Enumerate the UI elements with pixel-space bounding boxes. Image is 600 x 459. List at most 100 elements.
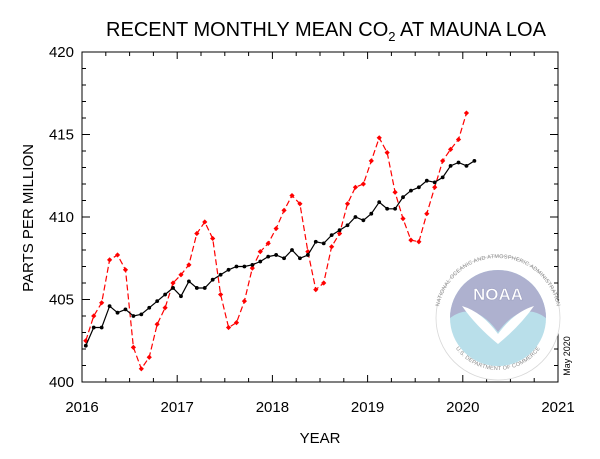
data-point	[424, 178, 429, 183]
data-point	[202, 219, 208, 225]
data-point	[265, 240, 271, 246]
y-tick-label: 400	[49, 374, 74, 391]
data-point	[187, 279, 191, 284]
data-point	[392, 189, 398, 195]
x-axis-label: YEAR	[300, 430, 341, 447]
data-point	[106, 257, 113, 263]
data-point	[416, 239, 422, 245]
data-point	[202, 286, 207, 290]
data-point	[298, 256, 302, 261]
data-point	[377, 200, 382, 205]
data-point	[297, 201, 303, 207]
data-point	[456, 160, 461, 165]
data-point	[99, 300, 105, 306]
y-tick-label: 420	[49, 44, 74, 61]
data-point	[274, 253, 279, 257]
noaa-logo-bird-icon	[462, 306, 534, 344]
noaa-logo-wordmark: NOAA	[473, 285, 523, 304]
data-point	[147, 305, 152, 310]
data-point	[400, 216, 406, 222]
data-point	[234, 264, 239, 269]
x-tick-label: 2018	[256, 399, 289, 416]
data-point	[218, 291, 224, 298]
data-point	[178, 272, 184, 278]
data-point	[361, 218, 366, 223]
data-point	[258, 259, 263, 264]
chart-title-main: RECENT MONTHLY MEAN CO	[106, 19, 388, 41]
data-point	[130, 344, 136, 350]
data-point	[194, 286, 199, 290]
data-point	[115, 310, 120, 315]
data-point	[225, 324, 232, 331]
data-point	[401, 195, 405, 200]
data-point	[337, 228, 342, 233]
data-point	[321, 280, 327, 286]
data-point	[154, 321, 160, 327]
data-point	[345, 223, 350, 228]
data-point	[242, 264, 247, 269]
data-point	[409, 188, 413, 193]
data-point	[171, 286, 175, 290]
chart-title-tail: AT MAUNA LOA	[396, 19, 547, 41]
y-tick-label: 415	[49, 127, 74, 144]
data-point	[218, 272, 223, 277]
data-point	[432, 184, 438, 190]
data-point	[186, 262, 192, 268]
series-line-solid	[85, 160, 475, 346]
chart-title: RECENT MONTHLY MEAN CO2 AT MAUNA LOA	[106, 19, 547, 44]
data-point	[384, 150, 390, 156]
data-point	[162, 305, 168, 311]
data-point	[179, 294, 183, 299]
data-point	[83, 343, 88, 348]
data-point	[210, 277, 215, 282]
data-point	[155, 299, 160, 304]
y-axis-label: PARTS PER MILLION	[20, 144, 37, 292]
data-point	[313, 239, 318, 244]
data-point	[329, 244, 335, 250]
data-point	[440, 158, 446, 164]
data-point	[463, 110, 470, 116]
data-point	[464, 163, 469, 168]
data-point	[447, 146, 454, 152]
data-point	[305, 253, 310, 257]
data-point	[344, 201, 351, 207]
data-point	[138, 366, 144, 372]
data-point	[385, 206, 390, 211]
data-point	[368, 158, 374, 164]
y-tick-label: 410	[49, 209, 74, 226]
chart-title-subscript: 2	[388, 29, 395, 44]
data-point	[360, 181, 366, 187]
data-point	[91, 313, 97, 319]
data-point	[194, 230, 200, 237]
data-point	[376, 135, 382, 141]
data-point	[107, 304, 112, 308]
data-point	[170, 280, 176, 286]
data-point	[249, 265, 255, 271]
data-point	[329, 233, 334, 238]
data-point	[289, 192, 295, 199]
data-point	[146, 354, 152, 360]
data-point	[432, 180, 437, 185]
data-point	[408, 237, 414, 243]
x-tick-label: 2016	[65, 399, 98, 416]
data-point	[139, 312, 144, 317]
data-point	[281, 207, 287, 213]
data-point	[114, 252, 121, 258]
data-point	[210, 235, 216, 242]
data-point	[353, 215, 358, 219]
data-point	[393, 206, 397, 211]
data-point	[226, 267, 231, 272]
data-point	[440, 175, 445, 180]
data-point	[250, 262, 255, 267]
noaa-logo: NATIONAL OCEANIC AND ATMOSPHERIC ADMINIS…	[435, 254, 561, 381]
data-point	[233, 320, 240, 326]
data-point	[352, 184, 359, 190]
data-point	[424, 211, 430, 217]
data-point	[336, 230, 343, 237]
x-tick-label: 2019	[351, 399, 384, 416]
data-point	[122, 267, 129, 273]
data-point	[99, 325, 104, 330]
data-point	[163, 292, 168, 297]
x-tick-label: 2020	[446, 399, 479, 416]
data-point	[91, 325, 96, 330]
